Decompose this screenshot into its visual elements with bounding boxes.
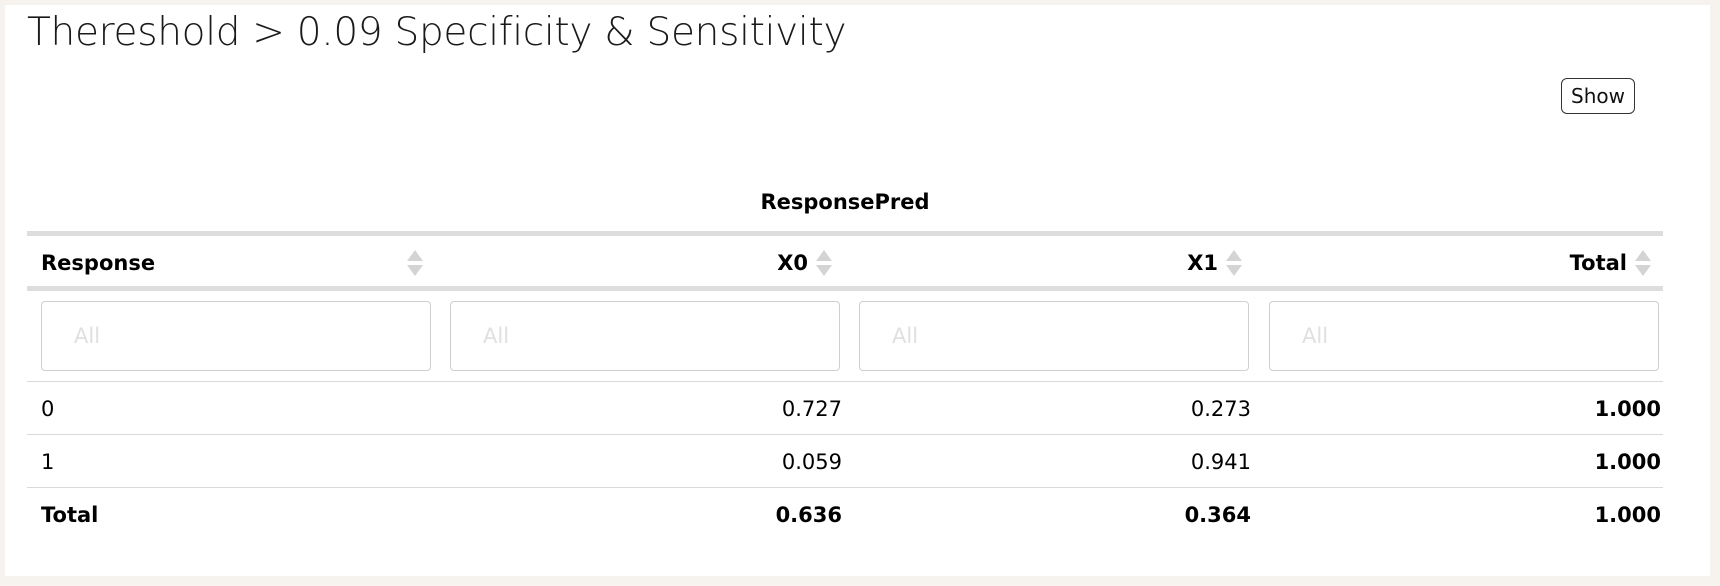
column-header-label: Response (41, 251, 156, 275)
cell-x0: 0.727 (781, 397, 842, 421)
filter-input-x0[interactable] (450, 301, 840, 371)
sort-icon[interactable] (816, 248, 832, 278)
row-divider (27, 381, 1663, 382)
cell-response: 0 (41, 397, 55, 421)
sort-icon[interactable] (1635, 248, 1651, 278)
sort-icon[interactable] (1226, 248, 1242, 278)
row-divider (27, 487, 1663, 488)
header-bottom-rule (27, 286, 1663, 291)
filter-input-x1[interactable] (859, 301, 1249, 371)
cell-response: 1 (41, 450, 55, 474)
filter-input-total[interactable] (1269, 301, 1659, 371)
cell-x1: 0.364 (1184, 503, 1251, 527)
cell-total: 1.000 (1594, 397, 1661, 421)
filter-input-response[interactable] (41, 301, 431, 371)
column-header-response[interactable]: Response (41, 246, 423, 280)
column-header-x1[interactable]: X1 (858, 246, 1242, 280)
cell-x1: 0.941 (1190, 450, 1251, 474)
cell-total: 1.000 (1594, 450, 1661, 474)
header-top-rule (27, 231, 1663, 236)
sort-icon[interactable] (407, 248, 423, 278)
column-header-total[interactable]: Total (1267, 246, 1651, 280)
row-divider (27, 434, 1663, 435)
cell-x0: 0.636 (775, 503, 842, 527)
cell-x1: 0.273 (1190, 397, 1251, 421)
column-header-label: X0 (777, 251, 808, 275)
cell-response: Total (41, 503, 99, 527)
cell-x0: 0.059 (781, 450, 842, 474)
column-header-label: Total (1569, 251, 1627, 275)
column-header-label: X1 (1187, 251, 1218, 275)
column-header-x0[interactable]: X0 (448, 246, 832, 280)
cell-total: 1.000 (1594, 503, 1661, 527)
page-title: Thereshold > 0.09 Specificity & Sensitiv… (27, 10, 847, 55)
show-button[interactable]: Show (1561, 78, 1635, 114)
column-group-header: ResponsePred (760, 190, 930, 214)
